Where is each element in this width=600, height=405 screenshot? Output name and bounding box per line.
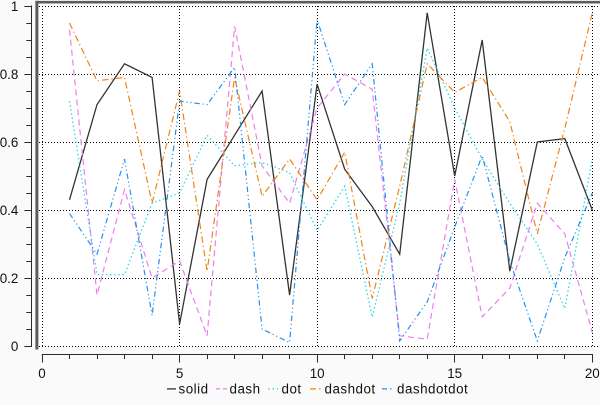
svg-text:15: 15 [447,366,462,381]
svg-text:solid: solid [179,382,209,397]
svg-text:dashdotdot: dashdotdot [397,382,468,397]
svg-text:dot: dot [282,382,302,397]
svg-text:20: 20 [585,366,600,381]
svg-text:1: 1 [11,0,18,14]
svg-text:0.4: 0.4 [0,203,19,218]
svg-text:5: 5 [176,366,183,381]
svg-text:10: 10 [310,366,325,381]
svg-text:0: 0 [38,366,45,381]
svg-text:dash: dash [230,382,261,397]
svg-text:0.2: 0.2 [0,271,18,286]
svg-text:0.8: 0.8 [0,67,18,82]
svg-text:0: 0 [11,339,18,354]
svg-text:0.6: 0.6 [0,135,18,150]
svg-text:dashdot: dashdot [325,382,376,397]
